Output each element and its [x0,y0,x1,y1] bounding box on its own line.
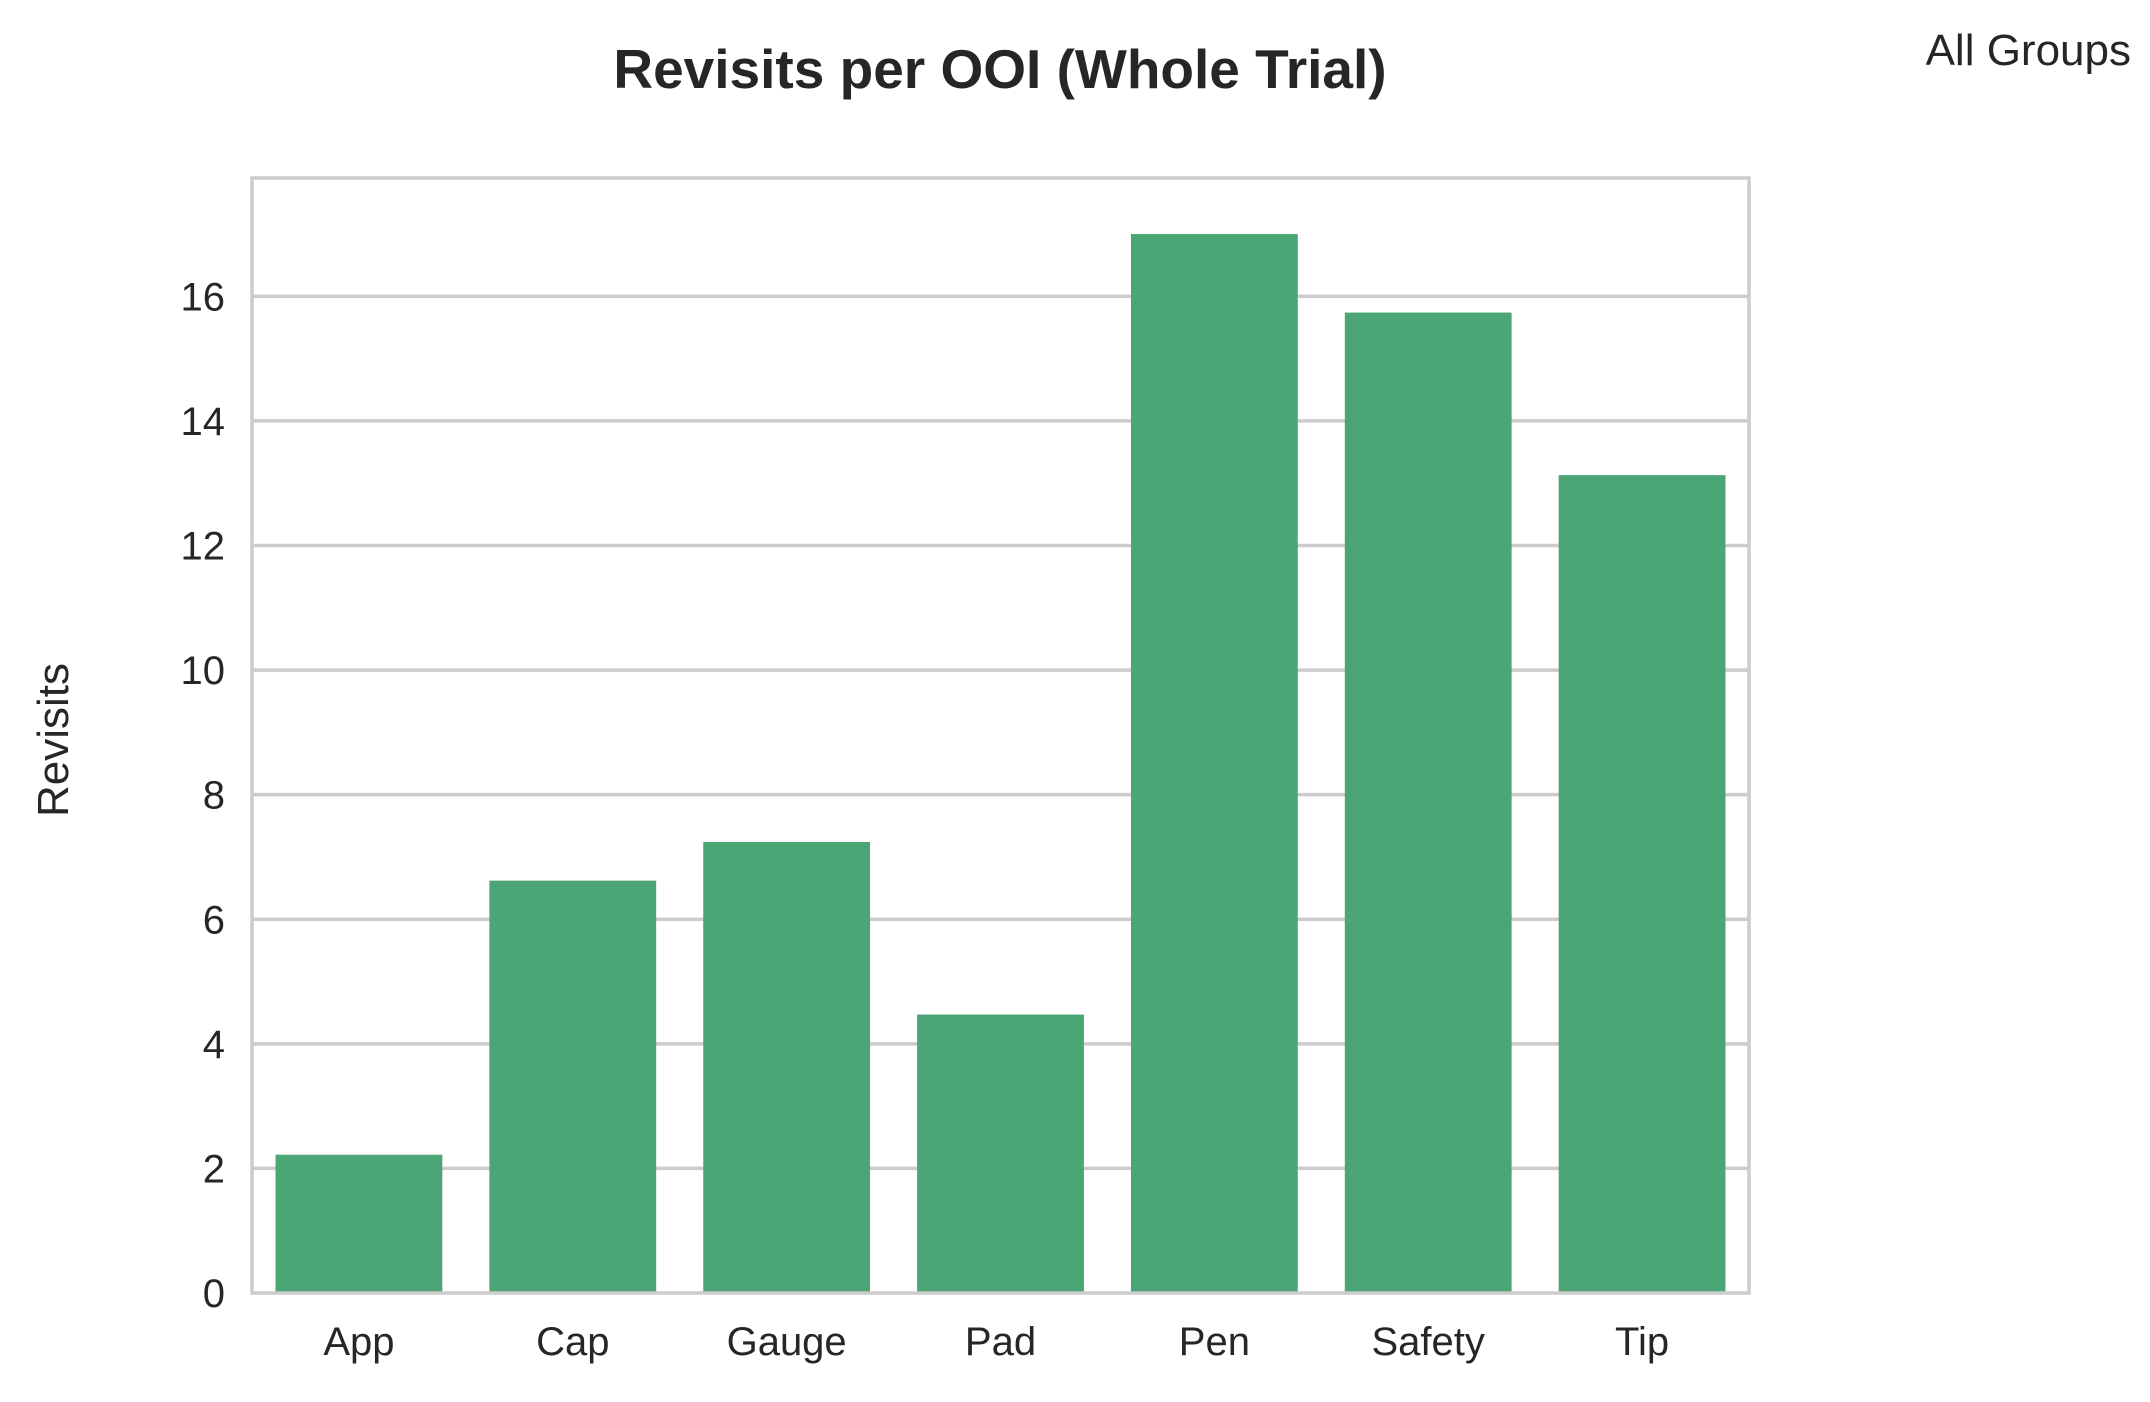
bar-pad [917,1014,1084,1293]
y-tick-label: 0 [203,1272,225,1316]
bar-pen [1130,234,1298,1294]
x-tick-label: Pad [965,1320,1036,1364]
y-tick-label: 8 [203,774,225,818]
bar-tip [1558,475,1726,1293]
y-tick-label: 16 [181,275,226,319]
x-tick-label: Pen [1179,1320,1250,1364]
chart-title: Revisits per OOI (Whole Trial) [613,38,1386,100]
y-tick-label: 2 [203,1147,225,1191]
y-tick-label: 10 [181,649,226,693]
y-tick-label: 12 [181,525,226,569]
bar-app [275,1154,443,1293]
y-tick-label: 6 [203,898,225,942]
x-tick-label: Cap [536,1320,609,1364]
x-tick-label: App [323,1320,394,1364]
x-tick-label: Tip [1615,1320,1669,1364]
x-tick-labels: App Cap Gauge Pad Pen Safety Tip [323,1320,1669,1364]
y-tick-labels: 0 2 4 6 8 10 12 14 16 [181,275,226,1316]
x-tick-label: Gauge [727,1320,847,1364]
bar-gauge [703,842,871,1293]
bar-safety [1344,312,1512,1293]
bar-cap [489,880,657,1293]
y-tick-label: 14 [181,400,226,444]
group-label: All Groups [1926,26,2131,75]
bars [275,234,1726,1294]
plot-frame [250,176,1751,1295]
y-tick-label: 4 [203,1023,225,1067]
x-tick-label: Safety [1372,1320,1485,1364]
y-axis-label: Revisits [29,663,78,817]
